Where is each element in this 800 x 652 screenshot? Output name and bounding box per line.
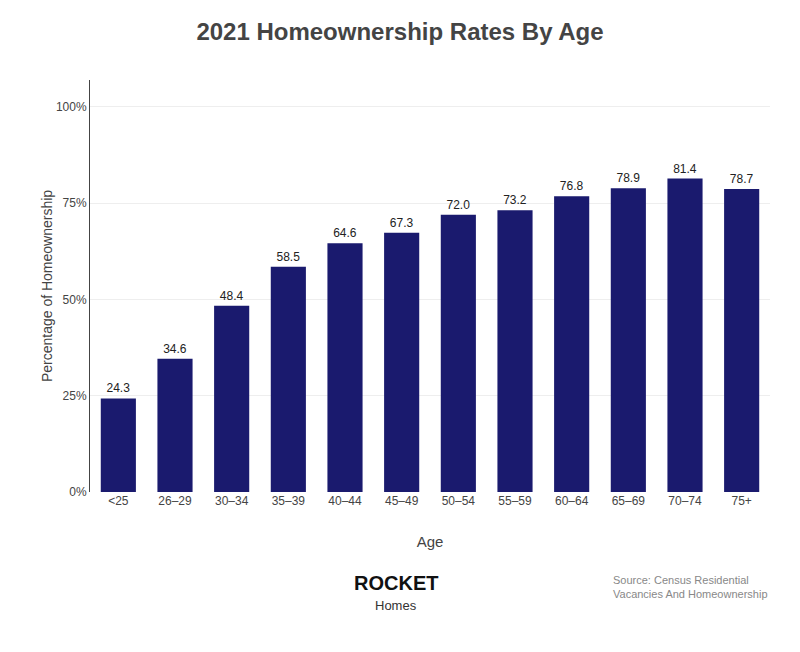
svg-text:67.3: 67.3 xyxy=(390,216,414,230)
svg-text:75+: 75+ xyxy=(731,494,751,508)
svg-text:Source: Census ResidentialVaca: Source: Census ResidentialVacancies And … xyxy=(613,574,768,600)
svg-text:30–34: 30–34 xyxy=(215,494,249,508)
svg-text:Percentage of Homeownership: Percentage of Homeownership xyxy=(39,190,55,382)
svg-text:26–29: 26–29 xyxy=(158,494,192,508)
svg-text:34.6: 34.6 xyxy=(163,342,187,356)
svg-text:40–44: 40–44 xyxy=(328,494,362,508)
svg-text:78.9: 78.9 xyxy=(616,171,640,185)
svg-text:64.6: 64.6 xyxy=(333,226,357,240)
svg-text:73.2: 73.2 xyxy=(503,193,527,207)
svg-text:72.0: 72.0 xyxy=(446,198,470,212)
svg-text:65–69: 65–69 xyxy=(612,494,646,508)
svg-text:50–54: 50–54 xyxy=(442,494,476,508)
svg-text:50%: 50% xyxy=(63,293,87,307)
svg-text:100%: 100% xyxy=(56,100,87,114)
svg-text:<25: <25 xyxy=(108,494,129,508)
svg-text:76.8: 76.8 xyxy=(560,179,584,193)
svg-text:0%: 0% xyxy=(69,485,87,499)
svg-text:81.4: 81.4 xyxy=(673,162,697,176)
svg-text:Age: Age xyxy=(417,533,444,550)
svg-text:58.5: 58.5 xyxy=(276,250,300,264)
svg-text:70–74: 70–74 xyxy=(668,494,702,508)
svg-text:ROCKET: ROCKET xyxy=(354,572,438,594)
svg-text:75%: 75% xyxy=(63,196,87,210)
svg-text:35–39: 35–39 xyxy=(272,494,306,508)
svg-text:2021 Homeownership Rates By Ag: 2021 Homeownership Rates By Age xyxy=(196,18,603,45)
svg-text:78.7: 78.7 xyxy=(730,172,754,186)
svg-text:45–49: 45–49 xyxy=(385,494,419,508)
svg-text:60–64: 60–64 xyxy=(555,494,589,508)
svg-text:55–59: 55–59 xyxy=(498,494,532,508)
svg-text:Homes: Homes xyxy=(375,598,417,613)
svg-text:48.4: 48.4 xyxy=(220,289,244,303)
svg-text:25%: 25% xyxy=(63,389,87,403)
svg-text:24.3: 24.3 xyxy=(106,381,130,395)
